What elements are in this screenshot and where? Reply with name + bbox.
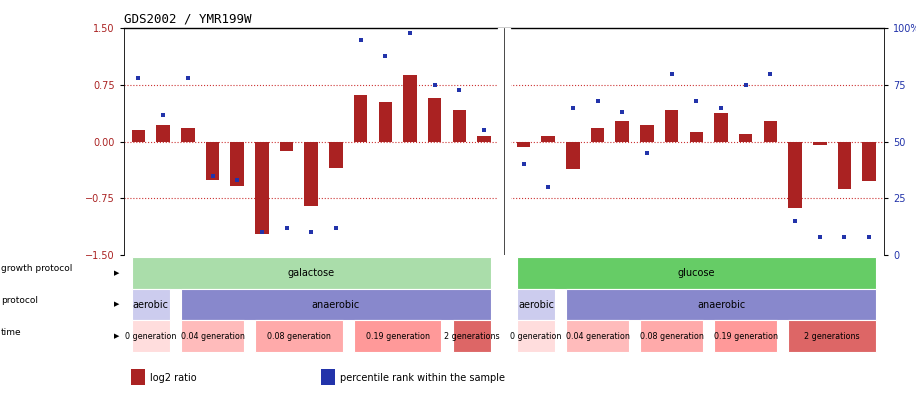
Text: glucose: glucose (678, 268, 715, 278)
Bar (403, 75, 417, 142)
Bar (428, 98, 442, 142)
Bar (378, 102, 392, 142)
Bar (690, 132, 703, 142)
Bar (181, 320, 244, 352)
Bar (517, 257, 876, 289)
Bar (304, 142, 318, 206)
Bar (181, 289, 491, 320)
Bar (616, 121, 629, 142)
Bar (640, 320, 703, 352)
Bar (132, 289, 170, 320)
Bar (566, 289, 876, 320)
Bar (566, 142, 580, 169)
Text: 2 generations: 2 generations (804, 332, 860, 341)
Text: protocol: protocol (1, 296, 38, 305)
Bar (279, 142, 293, 151)
Bar (640, 125, 654, 142)
Bar (453, 110, 466, 142)
Bar (813, 142, 826, 145)
Bar (517, 289, 555, 320)
Bar (354, 320, 442, 352)
Bar (354, 95, 367, 142)
Text: 0.04 generation: 0.04 generation (180, 332, 245, 341)
Text: 0.08 generation: 0.08 generation (639, 332, 703, 341)
Text: 0.08 generation: 0.08 generation (267, 332, 331, 341)
Bar (131, 369, 145, 385)
Bar (591, 128, 605, 142)
Bar (132, 130, 146, 142)
Text: percentile rank within the sample: percentile rank within the sample (341, 373, 506, 383)
Text: anaerobic: anaerobic (697, 300, 745, 309)
Bar (206, 142, 219, 179)
Bar (255, 320, 343, 352)
Text: 0 generation: 0 generation (510, 332, 562, 341)
Bar (231, 142, 244, 185)
Text: 0.19 generation: 0.19 generation (365, 332, 430, 341)
Text: GDS2002 / YMR199W: GDS2002 / YMR199W (124, 13, 251, 26)
Bar (517, 142, 530, 147)
Bar (739, 134, 753, 142)
Bar (789, 320, 876, 352)
Bar (132, 320, 170, 352)
Bar (181, 128, 194, 142)
Bar (714, 113, 728, 142)
Bar (322, 369, 335, 385)
Bar (157, 125, 170, 142)
Bar (665, 110, 679, 142)
Bar (789, 142, 802, 208)
Text: 2 generations: 2 generations (444, 332, 499, 341)
Bar (541, 136, 555, 142)
Bar (862, 142, 876, 181)
Bar (453, 320, 491, 352)
Text: 0 generation: 0 generation (125, 332, 177, 341)
Bar (255, 142, 268, 234)
Text: 0.19 generation: 0.19 generation (714, 332, 778, 341)
Text: aerobic: aerobic (518, 300, 554, 309)
Text: growth protocol: growth protocol (1, 264, 72, 273)
Bar (477, 136, 491, 142)
Text: ▶: ▶ (114, 333, 119, 339)
Text: 0.04 generation: 0.04 generation (566, 332, 629, 341)
Bar (132, 257, 491, 289)
Bar (517, 320, 555, 352)
Text: time: time (1, 328, 22, 337)
Bar (764, 121, 777, 142)
Text: ▶: ▶ (114, 302, 119, 307)
Bar (714, 320, 777, 352)
Text: ▶: ▶ (114, 270, 119, 276)
Bar (329, 142, 343, 168)
Text: anaerobic: anaerobic (311, 300, 360, 309)
Text: log2 ratio: log2 ratio (150, 373, 197, 383)
Text: aerobic: aerobic (133, 300, 169, 309)
Text: galactose: galactose (288, 268, 335, 278)
Bar (837, 142, 851, 189)
Bar (566, 320, 629, 352)
Bar (497, 28, 510, 255)
